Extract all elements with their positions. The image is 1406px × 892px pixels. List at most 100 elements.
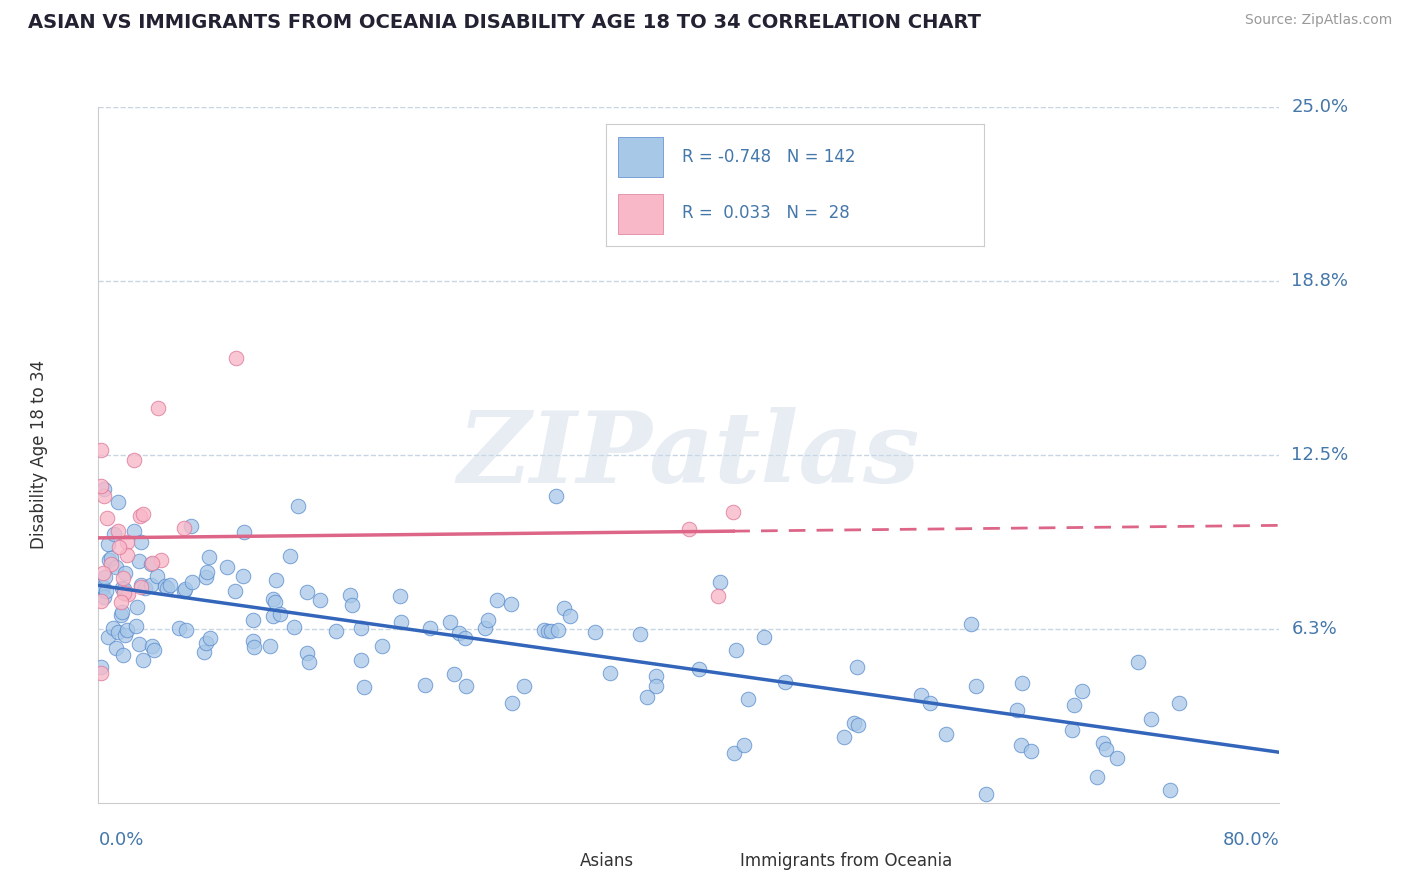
Point (309, 593, 332, 607)
Point (115, 623, 138, 637)
Point (1091, 736, 1114, 750)
Point (1087, 770, 1109, 784)
Point (295, 646, 318, 660)
Point (298, 655, 321, 669)
Point (832, 730, 855, 744)
Point (278, 549, 301, 564)
Text: 12.5%: 12.5% (1291, 446, 1348, 464)
Point (474, 621, 496, 635)
Text: 80.0%: 80.0% (1223, 830, 1279, 848)
Point (1060, 723, 1083, 737)
Point (112, 586, 135, 600)
Point (127, 600, 149, 615)
Point (1105, 750, 1128, 764)
Point (723, 747, 745, 761)
Text: 0.0%: 0.0% (98, 830, 143, 848)
Point (501, 696, 523, 710)
Point (1071, 684, 1094, 698)
Point (845, 660, 868, 674)
Point (439, 615, 461, 629)
Point (174, 582, 197, 596)
Point (325, 624, 347, 638)
Point (114, 628, 136, 642)
Point (98, 552, 121, 566)
Point (558, 608, 581, 623)
Text: Disability Age 18 to 34: Disability Age 18 to 34 (31, 360, 48, 549)
Point (198, 549, 221, 564)
Point (117, 587, 139, 601)
Point (287, 499, 309, 513)
Point (139, 578, 162, 592)
Point (90, 479, 112, 493)
Point (134, 581, 156, 595)
FancyBboxPatch shape (547, 853, 574, 871)
Point (846, 717, 869, 731)
Point (111, 571, 134, 585)
Point (129, 580, 152, 594)
Point (723, 505, 745, 519)
Point (707, 589, 730, 603)
Point (224, 583, 246, 598)
Point (636, 690, 658, 704)
Point (110, 607, 132, 622)
Point (1019, 744, 1042, 758)
Point (350, 653, 373, 667)
Point (733, 738, 755, 752)
Point (371, 640, 394, 654)
Point (389, 615, 412, 630)
Point (141, 556, 163, 570)
Point (262, 592, 284, 607)
Point (353, 681, 375, 695)
Text: 25.0%: 25.0% (1291, 98, 1348, 116)
Point (645, 680, 668, 694)
Point (1159, 782, 1181, 797)
Point (540, 624, 562, 639)
Point (295, 585, 318, 599)
Point (167, 621, 190, 635)
Point (132, 507, 155, 521)
Point (533, 623, 555, 637)
Point (339, 588, 361, 602)
Point (419, 621, 441, 635)
Point (628, 626, 651, 640)
Point (93, 591, 115, 605)
Point (180, 575, 202, 590)
Point (90, 594, 112, 608)
Text: Immigrants from Oceania: Immigrants from Oceania (740, 852, 952, 870)
Point (232, 524, 254, 539)
Point (449, 626, 471, 640)
Point (709, 574, 731, 589)
Point (125, 618, 148, 632)
Point (128, 637, 150, 651)
Point (103, 526, 125, 541)
Point (1010, 738, 1032, 752)
Point (910, 688, 932, 702)
Point (225, 351, 247, 365)
Point (111, 606, 134, 620)
Point (477, 613, 499, 627)
Point (547, 623, 569, 637)
Point (107, 495, 129, 509)
Point (340, 598, 363, 612)
Point (146, 401, 169, 415)
Point (100, 551, 122, 566)
Point (1167, 696, 1189, 710)
Point (242, 633, 264, 648)
Point (1011, 676, 1033, 690)
Point (90, 442, 112, 457)
Point (645, 669, 668, 683)
Point (920, 696, 942, 710)
Point (115, 535, 138, 549)
Point (215, 560, 238, 574)
FancyBboxPatch shape (707, 853, 733, 871)
Point (485, 593, 508, 607)
Point (122, 524, 145, 538)
Point (96, 584, 118, 599)
Point (115, 549, 138, 563)
Point (537, 624, 560, 638)
Point (122, 453, 145, 467)
Point (599, 666, 621, 681)
Point (269, 607, 291, 621)
Point (150, 552, 173, 566)
Point (93, 483, 115, 497)
